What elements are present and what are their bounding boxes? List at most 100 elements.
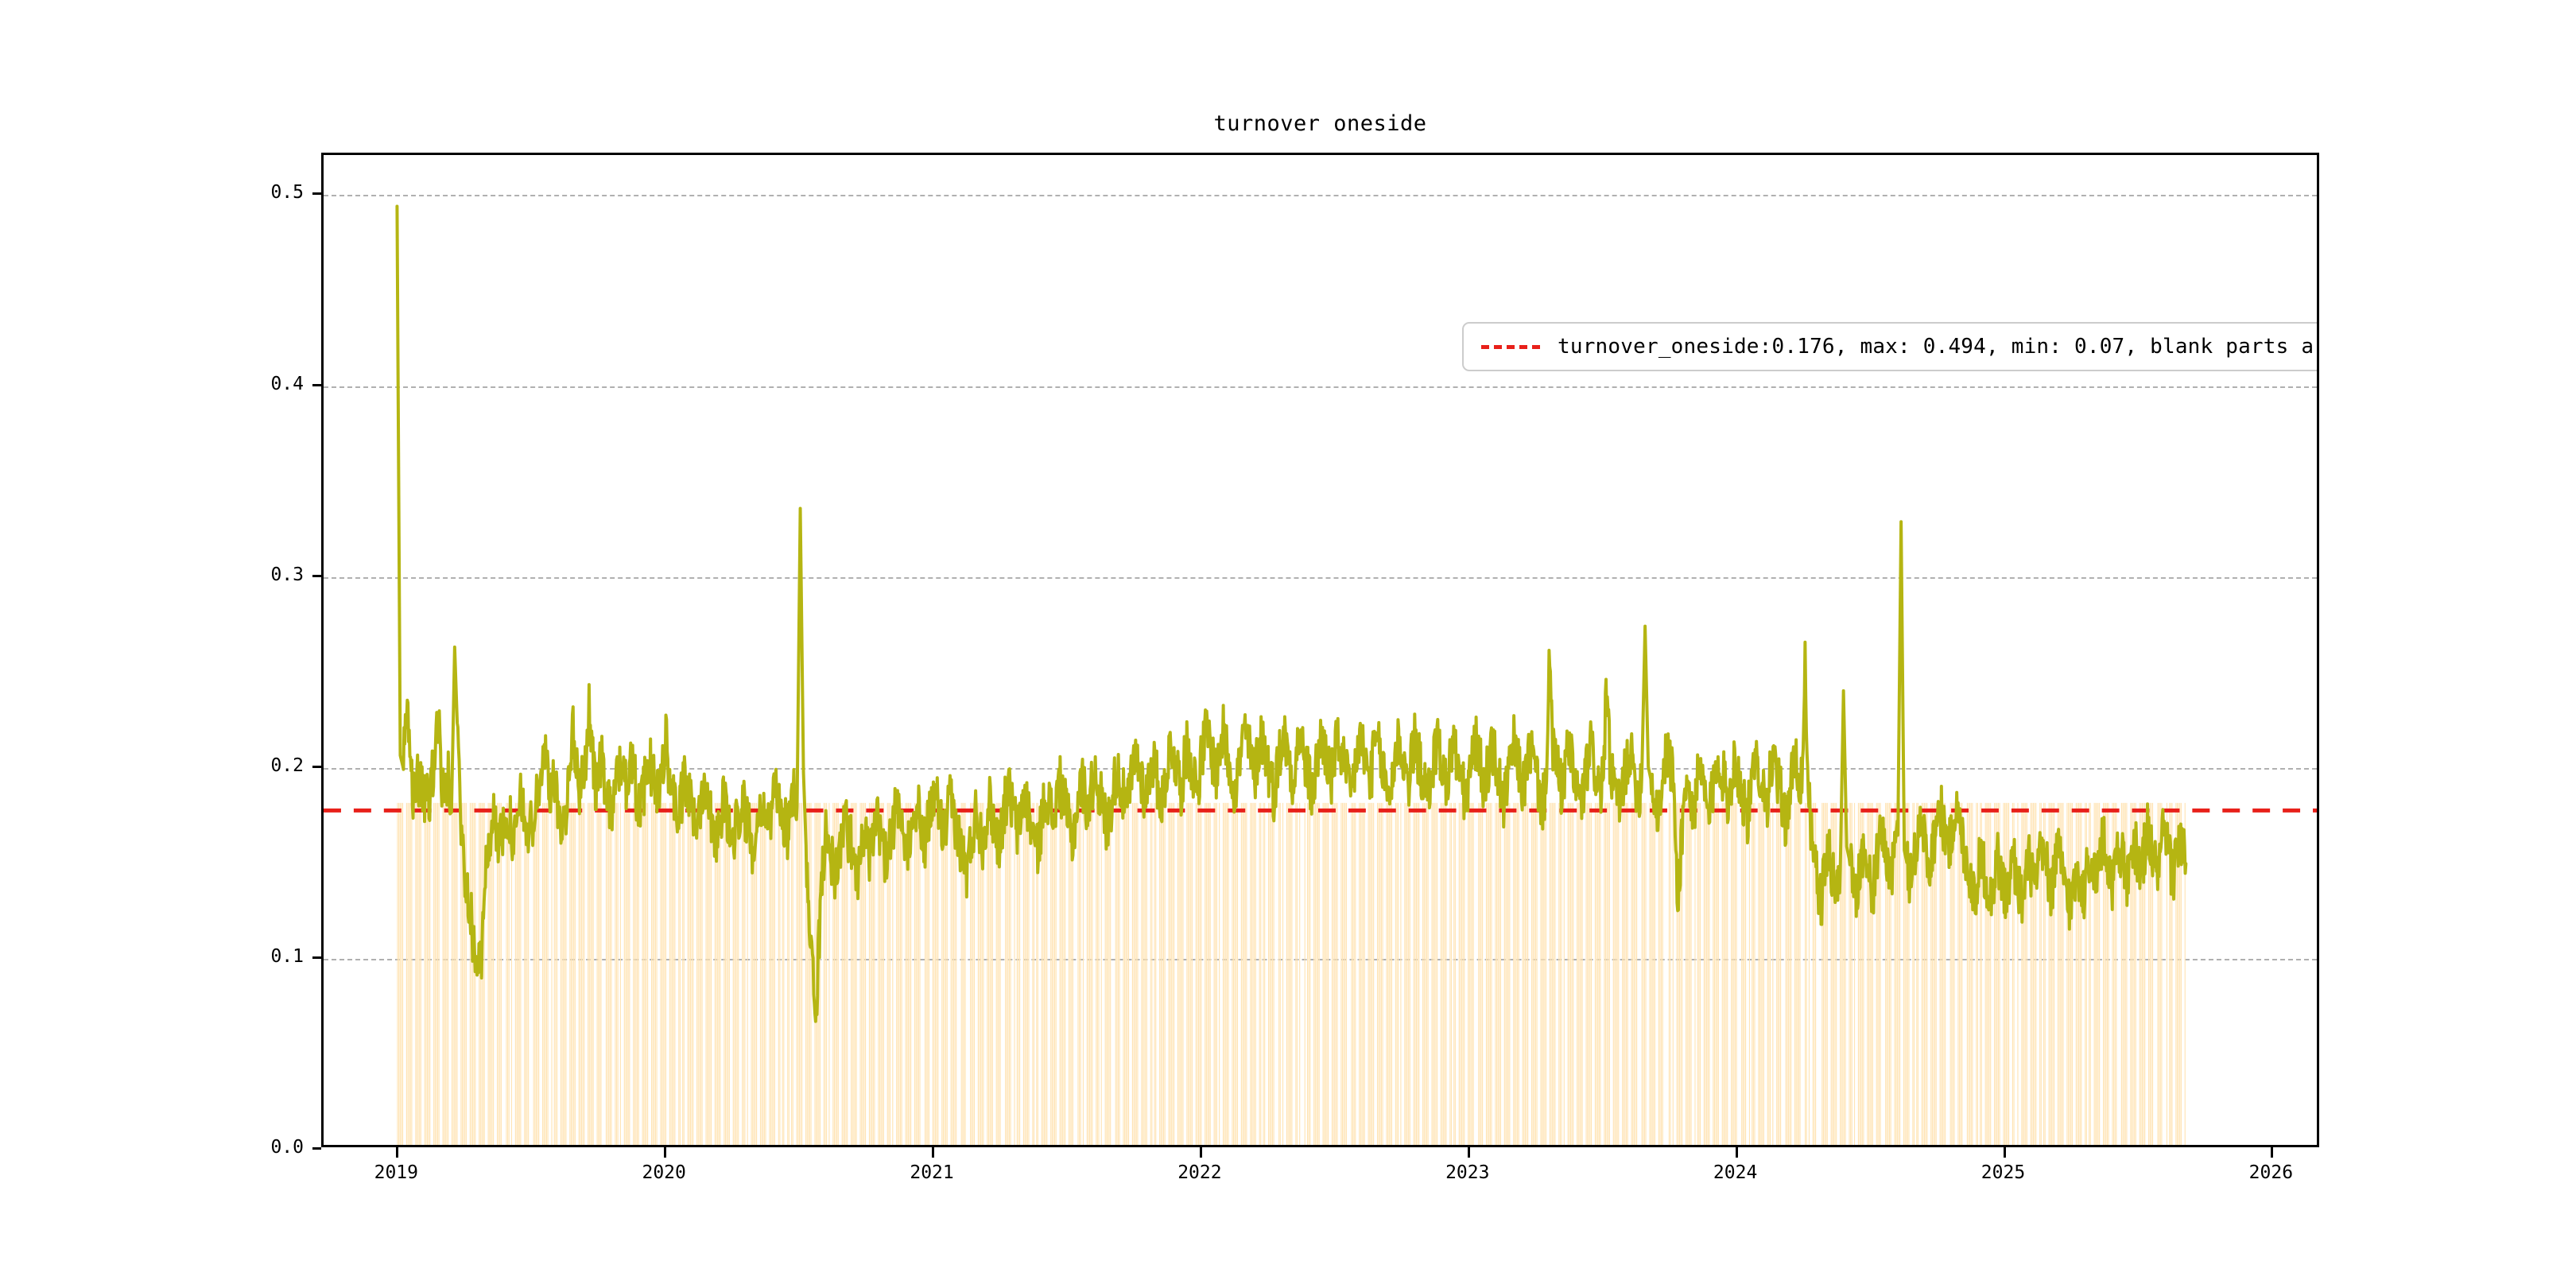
trading-day-bar <box>1767 802 1768 1145</box>
trading-day-bar <box>660 802 661 1145</box>
trading-day-bar <box>1922 802 1924 1145</box>
trading-day-bar <box>718 802 720 1145</box>
trading-day-bar <box>1318 802 1320 1145</box>
trading-day-bar <box>886 802 888 1145</box>
trading-day-bar <box>1727 802 1728 1145</box>
trading-day-bar <box>1380 802 1383 1145</box>
trading-day-bar <box>1115 802 1116 1145</box>
trading-day-bar <box>1291 802 1293 1145</box>
trading-day-bar <box>1934 802 1936 1145</box>
trading-day-bar <box>1571 802 1573 1145</box>
trading-day-bar <box>1762 802 1763 1145</box>
trading-day-bar <box>1994 802 1996 1145</box>
trading-day-bar <box>1390 802 1391 1145</box>
trading-day-bar <box>1078 802 1080 1145</box>
trading-day-bar <box>2178 802 2179 1145</box>
trading-day-bar <box>707 802 708 1145</box>
x-axis-tickmark <box>664 1147 667 1158</box>
trading-day-bar <box>1386 802 1387 1145</box>
trading-day-bar <box>665 802 667 1145</box>
trading-day-bar <box>770 802 772 1145</box>
trading-day-bar <box>1032 802 1034 1145</box>
trading-day-bar <box>1133 802 1135 1145</box>
trading-day-bar <box>2052 802 2054 1145</box>
trading-day-bar <box>2007 802 2008 1145</box>
trading-day-bar <box>654 802 656 1145</box>
trading-day-bar <box>1942 802 1943 1145</box>
trading-day-bar <box>855 802 857 1145</box>
trading-day-bar <box>954 802 956 1145</box>
trading-day-bar <box>1988 802 1990 1145</box>
trading-day-bar <box>977 802 979 1145</box>
trading-day-bar <box>1996 802 1998 1145</box>
trading-day-bar <box>419 802 421 1145</box>
trading-day-bar <box>1209 802 1211 1145</box>
trading-day-bar <box>2067 802 2070 1145</box>
trading-day-bar <box>1653 802 1655 1145</box>
trading-day-bar <box>2124 802 2126 1145</box>
trading-day-bar <box>1226 802 1228 1145</box>
trading-day-bar <box>1289 802 1290 1145</box>
gridline-0.5 <box>324 195 2317 197</box>
trading-day-bar <box>1264 802 1266 1145</box>
trading-day-bar <box>1146 802 1147 1145</box>
trading-day-bar <box>1581 802 1583 1145</box>
trading-day-bar <box>489 802 491 1145</box>
trading-day-bar <box>1680 802 1682 1145</box>
trading-day-bar <box>861 802 863 1145</box>
trading-day-bar <box>538 802 540 1145</box>
trading-day-bar <box>401 802 402 1145</box>
legend-swatch-dashed-line-icon <box>1481 344 1540 349</box>
trading-day-bar <box>989 802 991 1145</box>
trading-day-bar <box>1028 802 1030 1145</box>
trading-day-bar <box>1043 802 1046 1145</box>
trading-day-bar <box>1461 802 1463 1145</box>
legend[interactable]: turnover_oneside:0.176, max: 0.494, min:… <box>1462 322 2317 371</box>
trading-day-bar <box>1631 802 1632 1145</box>
trading-day-bar <box>1567 802 1569 1145</box>
trading-day-bar <box>779 802 781 1145</box>
trading-day-bar <box>1742 802 1744 1145</box>
trading-day-bar <box>1080 802 1081 1145</box>
trading-day-bar <box>1222 802 1224 1145</box>
trading-day-bar <box>687 802 689 1145</box>
trading-day-bar <box>1966 802 1968 1145</box>
trading-day-bar <box>1478 802 1480 1145</box>
trading-day-bar <box>1491 802 1492 1145</box>
trading-day-bar <box>398 802 400 1145</box>
x-axis-tick-label: 2020 <box>642 1162 686 1183</box>
trading-day-bar <box>910 802 912 1145</box>
trading-day-bar <box>1279 802 1281 1145</box>
trading-day-bar <box>1916 802 1918 1145</box>
trading-day-bar <box>1672 802 1674 1145</box>
trading-day-bar <box>2113 802 2115 1145</box>
trading-day-bar <box>670 802 672 1145</box>
trading-day-bar <box>1242 802 1243 1145</box>
trading-day-bar <box>1295 802 1297 1145</box>
y-axis-tickmark <box>312 383 321 386</box>
trading-day-bar <box>518 802 520 1145</box>
trading-day-bar <box>599 802 600 1145</box>
trading-day-bar <box>1877 802 1879 1145</box>
trading-day-bar <box>918 802 919 1145</box>
trading-day-bar <box>1769 802 1771 1145</box>
trading-day-bar <box>1314 802 1316 1145</box>
trading-day-bar <box>1725 802 1727 1145</box>
trading-day-bar <box>638 802 639 1145</box>
trading-day-bar <box>590 802 592 1145</box>
trading-day-bar <box>2023 802 2025 1145</box>
trading-day-bar <box>1908 802 1910 1145</box>
x-axis-tick-label: 2021 <box>910 1162 954 1183</box>
trading-day-bar <box>697 802 699 1145</box>
trading-day-bar <box>520 802 522 1145</box>
trading-day-bar <box>1324 802 1325 1145</box>
trading-day-bar <box>1426 802 1428 1145</box>
trading-day-bar <box>572 802 573 1145</box>
trading-day-bar <box>833 802 835 1145</box>
trading-day-bar <box>882 802 883 1145</box>
trading-day-bar <box>1815 802 1817 1145</box>
trading-day-bar <box>1899 802 1901 1145</box>
trading-day-bar <box>1806 802 1807 1145</box>
trading-day-bar <box>771 802 773 1145</box>
trading-day-bar <box>1208 802 1210 1145</box>
